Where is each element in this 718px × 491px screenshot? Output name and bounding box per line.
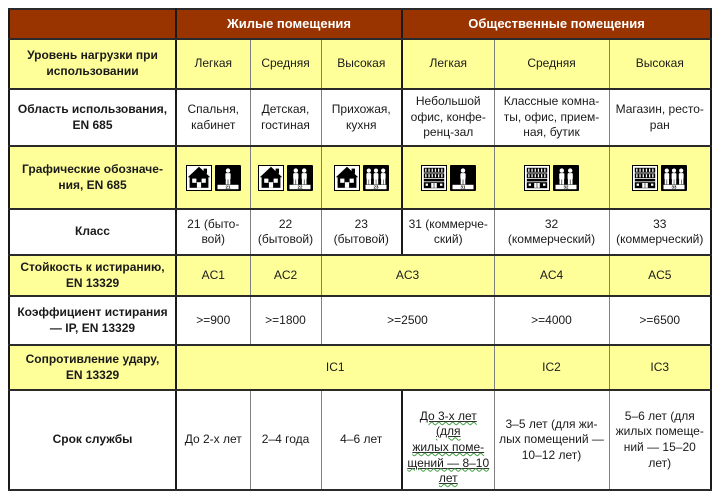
class-value: 32 (коммерческий) xyxy=(493,208,610,257)
class-23-pictograms: 23 xyxy=(325,164,399,191)
usage-area-value: Спальня, кабинет xyxy=(175,88,251,147)
abrasion-value: AC2 xyxy=(249,254,322,298)
wear-index-value: >=4000 xyxy=(493,295,610,347)
usage-area-label: Область использования, EN 685 xyxy=(8,88,177,147)
load-level-value: Высокая xyxy=(320,38,403,90)
wear-index-value: >=1800 xyxy=(249,295,322,347)
header-public: Общественные помещения xyxy=(400,8,712,40)
class-22-pictograms: 22 xyxy=(254,164,318,191)
wear-index-value: >=6500 xyxy=(608,295,712,347)
building-icon xyxy=(524,164,550,191)
house-icon xyxy=(258,164,284,191)
graphics-cell-22: 22 xyxy=(249,144,322,211)
svg-text:22: 22 xyxy=(298,184,303,189)
svg-text:32: 32 xyxy=(564,184,569,189)
graphics-cell-23: 23 xyxy=(320,144,403,211)
service-life-value-underlined: До 3-х лет (для жилых поме- щений — 8–10… xyxy=(401,389,495,491)
graphics-cell-21: 21 xyxy=(175,144,251,211)
persons-2-class-icon: 22 xyxy=(287,164,313,191)
load-level-value: Легкая xyxy=(401,38,495,90)
load-level-value: Средняя xyxy=(493,38,610,90)
abrasion-value: AC1 xyxy=(175,254,251,298)
impact-value: IC1 xyxy=(175,344,495,392)
person-1-class-icon: 21 xyxy=(214,164,241,191)
underlined-text: До 3-х лет (для жилых поме- щений — 8–10… xyxy=(407,408,490,486)
class-label: Класс xyxy=(8,208,177,257)
usage-area-value: Магазин, ресто- ран xyxy=(608,88,712,147)
abrasion-value: AC3 xyxy=(320,254,495,298)
service-life-value: 2–4 года xyxy=(249,389,322,491)
usage-area-value: Небольшой офис, конфе- ренц-зал xyxy=(401,88,495,147)
persons-3-class-icon: 33 xyxy=(661,164,688,191)
usage-area-value: Прихожая, кухня xyxy=(320,88,403,147)
impact-value: IC3 xyxy=(608,344,712,392)
persons-2-class-icon: 32 xyxy=(553,164,579,191)
abrasion-value: AC5 xyxy=(608,254,712,298)
service-life-value: 4–6 лет xyxy=(320,389,403,491)
load-level-value: Средняя xyxy=(249,38,322,90)
class-value: 23 (бытовой) xyxy=(320,208,403,257)
class-value: 31 (коммерче- ский) xyxy=(401,208,495,257)
person-1-class-icon: 31 xyxy=(449,164,476,191)
class-31-pictograms: 31 xyxy=(406,164,491,191)
class-value: 22 (бытовой) xyxy=(249,208,322,257)
graphics-cell-32: 32 xyxy=(493,144,610,211)
house-icon xyxy=(333,164,360,191)
class-value: 33 (коммерческий) xyxy=(608,208,712,257)
graphics-label: Графические обозначе- ния, EN 685 xyxy=(8,144,177,211)
service-life-value: 3–5 лет (для жи- лых помещений — 10–12 л… xyxy=(493,389,610,491)
load-level-label: Уровень нагрузки при использовании xyxy=(8,38,177,90)
graphics-cell-31: 31 xyxy=(401,144,495,211)
wear-index-value: >=900 xyxy=(175,295,251,347)
wear-index-value: >=2500 xyxy=(320,295,495,347)
building-icon xyxy=(420,164,447,191)
svg-text:31: 31 xyxy=(460,184,465,189)
svg-text:21: 21 xyxy=(225,184,230,189)
house-icon xyxy=(185,164,212,191)
service-life-value: До 2-х лет xyxy=(175,389,251,491)
load-level-value: Высокая xyxy=(608,38,712,90)
abrasion-value: AC4 xyxy=(493,254,610,298)
usage-area-value: Детская, гостиная xyxy=(249,88,322,147)
service-life-label: Срок службы xyxy=(8,389,177,491)
class-33-pictograms: 33 xyxy=(613,164,708,191)
laminate-classification-page: Жилые помещения Общественные помещения У… xyxy=(8,8,713,491)
laminate-class-table: Жилые помещения Общественные помещения У… xyxy=(8,8,713,491)
graphics-cell-33: 33 xyxy=(608,144,712,211)
header-residential: Жилые помещения xyxy=(175,8,403,40)
building-icon xyxy=(632,164,659,191)
impact-label: Сопротивление удару, EN 13329 xyxy=(8,344,177,392)
wear-index-label: Коэффициент истирания — IP, EN 13329 xyxy=(8,295,177,347)
load-level-value: Легкая xyxy=(175,38,251,90)
class-value: 21 (быто- вой) xyxy=(175,208,251,257)
svg-text:23: 23 xyxy=(373,184,378,189)
header-empty-cell xyxy=(8,8,177,40)
persons-3-class-icon: 23 xyxy=(362,164,389,191)
class-21-pictograms: 21 xyxy=(180,164,247,191)
service-life-value: 5–6 лет (для жилых помеще- ний — 15–20 л… xyxy=(608,389,712,491)
usage-area-value: Классные комна- ты, офис, прием- ная, бу… xyxy=(493,88,610,147)
svg-text:33: 33 xyxy=(672,184,677,189)
abrasion-label: Стойкость к истиранию, EN 13329 xyxy=(8,254,177,298)
impact-value: IC2 xyxy=(493,344,610,392)
class-32-pictograms: 32 xyxy=(498,164,606,191)
